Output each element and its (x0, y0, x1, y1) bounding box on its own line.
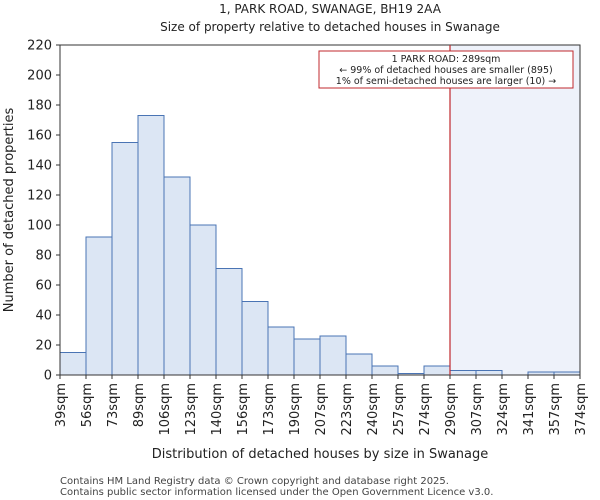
x-tick-label: 357sqm (548, 383, 563, 436)
bar-73sqm (111, 142, 139, 376)
bar-240sqm (371, 365, 399, 376)
bars-group (59, 115, 581, 376)
bar-140sqm (215, 268, 243, 376)
y-tick-label: 160 (27, 129, 52, 144)
x-tick-label: 374sqm (574, 383, 589, 436)
bar-207sqm (319, 335, 347, 376)
y-tick-label: 20 (35, 339, 52, 354)
x-tick-label: 73sqm (106, 383, 121, 427)
y-tick-label: 100 (27, 219, 52, 234)
x-axis-label: Distribution of detached houses by size … (152, 447, 489, 462)
x-tick-label: 123sqm (184, 383, 199, 436)
annotation-box: 1 PARK ROAD: 289sqm ← 99% of detached ho… (318, 50, 574, 89)
bar-106sqm (163, 176, 191, 376)
bar-156sqm (241, 301, 269, 376)
bar-307sqm (475, 370, 503, 376)
x-tick-label: 56sqm (80, 383, 95, 427)
y-tick-label: 60 (35, 279, 52, 294)
x-tick-label: 223sqm (340, 383, 355, 436)
bar-123sqm (189, 224, 217, 376)
x-tick-label: 324sqm (496, 383, 511, 436)
x-tick-label: 290sqm (444, 383, 459, 436)
y-tick-label: 120 (27, 189, 52, 204)
x-tick-label: 274sqm (418, 383, 433, 436)
bar-223sqm (345, 353, 373, 376)
y-tick-label: 40 (35, 309, 52, 324)
x-tick-label: 140sqm (210, 383, 225, 436)
bar-173sqm (267, 326, 295, 376)
highlight-rect (450, 45, 580, 375)
x-tick-label: 341sqm (522, 383, 537, 436)
annotation-frame (318, 50, 574, 89)
chart-subtitle: Size of property relative to detached ho… (160, 20, 500, 34)
footer-line-2: Contains public sector information licen… (60, 487, 493, 498)
bar-56sqm (85, 236, 113, 376)
footer-line-1: Contains HM Land Registry data © Crown c… (60, 476, 449, 487)
x-tick-label: 240sqm (366, 383, 381, 436)
x-tick-label: 207sqm (314, 383, 329, 436)
x-tick-label: 156sqm (236, 383, 251, 436)
highlight-region (450, 45, 580, 375)
bar-89sqm (137, 115, 165, 376)
y-tick-label: 220 (27, 39, 52, 54)
x-tick-label: 173sqm (262, 383, 277, 436)
annotation-line-2: ← 99% of detached houses are smaller (89… (339, 65, 552, 76)
y-tick-label: 200 (27, 69, 52, 84)
x-tick-label: 39sqm (54, 383, 69, 427)
x-tick-label: 89sqm (132, 383, 147, 427)
x-tick-label: 257sqm (392, 383, 407, 436)
bar-39sqm (59, 352, 87, 376)
bar-290sqm (449, 370, 477, 376)
y-tick-label: 0 (44, 369, 52, 384)
y-axis-label: Number of detached properties (2, 108, 17, 313)
y-tick-label: 80 (35, 249, 52, 264)
x-ticks-group: 39sqm 56sqm 73sqm 89sqm 106sqm 123sqm 140sqm 15… (54, 375, 589, 436)
x-tick-label: 106sqm (158, 383, 173, 436)
annotation-line-3: 1% of semi-detached houses are larger (1… (336, 76, 556, 87)
x-tick-label: 190sqm (288, 383, 303, 436)
chart-title: 1, PARK ROAD, SWANAGE, BH19 2AA (219, 2, 442, 16)
y-tick-label: 140 (27, 159, 52, 174)
y-ticks-group: 0 20 40 60 80 100 120 140 160 180 200 220 (27, 39, 60, 384)
y-tick-label: 180 (27, 99, 52, 114)
annotation-line-1: 1 PARK ROAD: 289sqm (392, 54, 501, 65)
x-tick-label: 307sqm (470, 383, 485, 436)
bar-190sqm (293, 338, 321, 376)
bar-274sqm (423, 365, 451, 376)
